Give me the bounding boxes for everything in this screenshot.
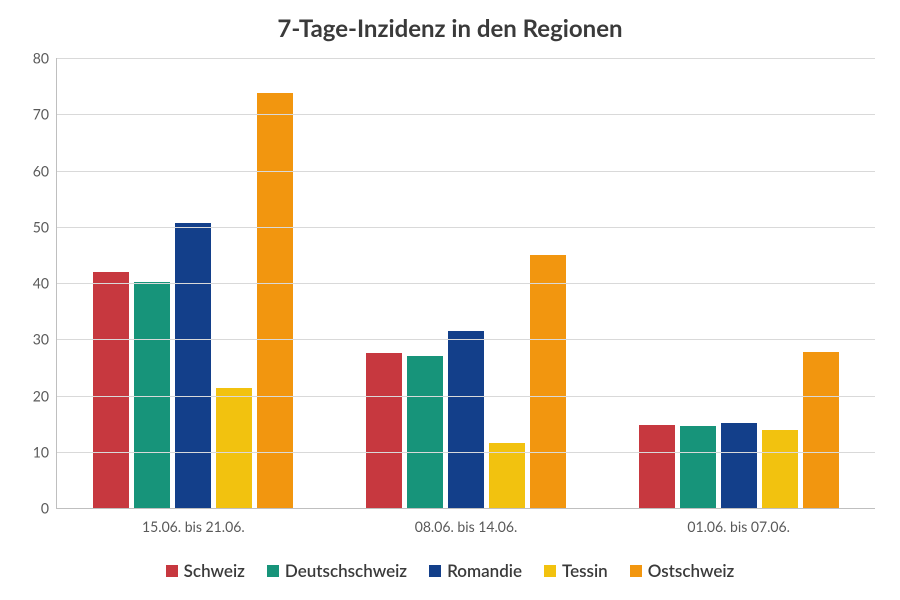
gridline	[57, 227, 875, 228]
x-category-label: 15.06. bis 21.06.	[142, 508, 245, 535]
legend-item: Deutschschweiz	[267, 560, 407, 581]
bar	[93, 272, 129, 508]
legend-item: Ostschweiz	[630, 560, 735, 581]
x-category-label: 08.06. bis 14.06.	[415, 508, 518, 535]
legend-label: Ostschweiz	[648, 560, 735, 581]
gridline	[57, 58, 875, 59]
y-tick-label: 40	[33, 275, 57, 292]
bar	[803, 352, 839, 508]
bar	[448, 331, 484, 508]
bar	[680, 426, 716, 508]
y-tick-label: 10	[33, 443, 57, 460]
y-tick-label: 50	[33, 218, 57, 235]
legend-swatch	[166, 565, 178, 577]
y-tick-label: 0	[41, 500, 57, 517]
bar	[257, 93, 293, 508]
legend-label: Romandie	[447, 560, 522, 581]
gridline	[57, 114, 875, 115]
gridline	[57, 396, 875, 397]
incidence-chart: 7-Tage-Inzidenz in den Regionen 01020304…	[0, 0, 900, 600]
gridline	[57, 452, 875, 453]
bar	[216, 388, 252, 508]
gridline	[57, 283, 875, 284]
bar	[407, 356, 443, 508]
legend-item: Schweiz	[166, 560, 245, 581]
legend-swatch	[630, 565, 642, 577]
y-tick-label: 20	[33, 387, 57, 404]
legend-label: Tessin	[562, 560, 608, 581]
x-category-label: 01.06. bis 07.06.	[687, 508, 790, 535]
legend-label: Schweiz	[184, 560, 245, 581]
legend-swatch	[544, 565, 556, 577]
legend-item: Tessin	[544, 560, 608, 581]
bar	[639, 425, 675, 508]
bar	[530, 255, 566, 508]
bar	[366, 353, 402, 508]
legend: Schweiz Deutschschweiz Romandie Tessin Ostsc…	[0, 560, 900, 581]
bar	[721, 423, 757, 509]
y-tick-label: 60	[33, 162, 57, 179]
legend-item: Romandie	[429, 560, 522, 581]
y-tick-label: 30	[33, 331, 57, 348]
gridline	[57, 171, 875, 172]
bar	[175, 223, 211, 508]
legend-label: Deutschschweiz	[285, 560, 407, 581]
legend-swatch	[429, 565, 441, 577]
y-tick-label: 80	[33, 50, 57, 67]
plot-area: 0102030405060708015.06. bis 21.06.08.06.…	[56, 58, 875, 509]
gridline	[57, 339, 875, 340]
chart-title: 7-Tage-Inzidenz in den Regionen	[0, 14, 900, 43]
bar	[762, 430, 798, 508]
legend-swatch	[267, 565, 279, 577]
y-tick-label: 70	[33, 106, 57, 123]
